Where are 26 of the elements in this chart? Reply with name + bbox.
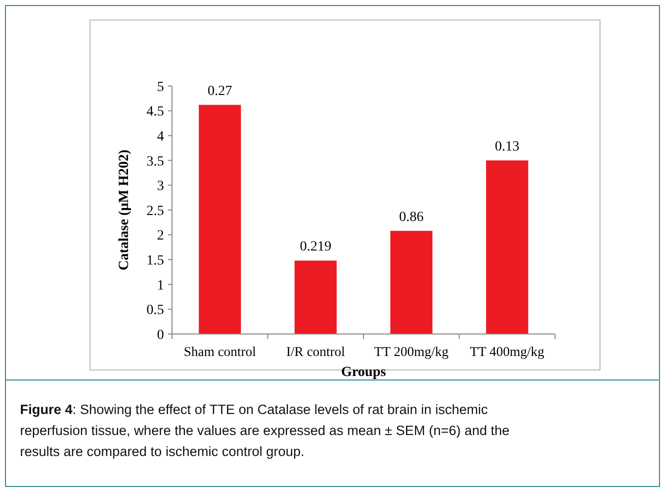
y-tick-label: 3.5 bbox=[146, 154, 164, 170]
y-tick-label: 5 bbox=[157, 80, 164, 95]
bar bbox=[486, 160, 528, 334]
y-tick-label: 4.5 bbox=[146, 104, 164, 120]
bar bbox=[294, 260, 337, 334]
y-tick-label: 2 bbox=[157, 228, 164, 244]
annotation: 0.27 bbox=[208, 84, 232, 99]
caption: Figure 4: Showing the effect of TTE on Catalase levels of rat brain in ischemic reperfusion tissue, where the values are expressed as mean ± SEM (n=6) and the results are compared to ischemic control group. bbox=[20, 402, 510, 459]
y-axis-title: Catalase (µM H202) bbox=[117, 149, 132, 270]
y-tick-label: 4 bbox=[157, 130, 164, 144]
y-tick-label: 0 bbox=[157, 328, 164, 343]
y-tick-label: 2.5 bbox=[146, 204, 164, 219]
x-tick-label: TT 200mg/kg bbox=[374, 344, 449, 359]
y-tick-label: 1.5 bbox=[146, 254, 164, 268]
x-tick-label: Sham control bbox=[184, 344, 256, 359]
annotation: 0.86 bbox=[399, 210, 424, 225]
x-axis-title: Groups bbox=[341, 365, 386, 380]
y-tick-label: 1 bbox=[157, 278, 164, 294]
x-tick-label: I/R control bbox=[286, 344, 346, 359]
bar bbox=[198, 104, 241, 334]
annotation: 0.13 bbox=[494, 139, 520, 154]
annotation: 0.219 bbox=[300, 240, 332, 255]
x-tick-label: TT 400mg/kg bbox=[470, 344, 545, 359]
bar bbox=[390, 230, 432, 334]
y-tick-label: 3 bbox=[157, 179, 164, 194]
y-tick-label: 0.5 bbox=[146, 303, 164, 318]
